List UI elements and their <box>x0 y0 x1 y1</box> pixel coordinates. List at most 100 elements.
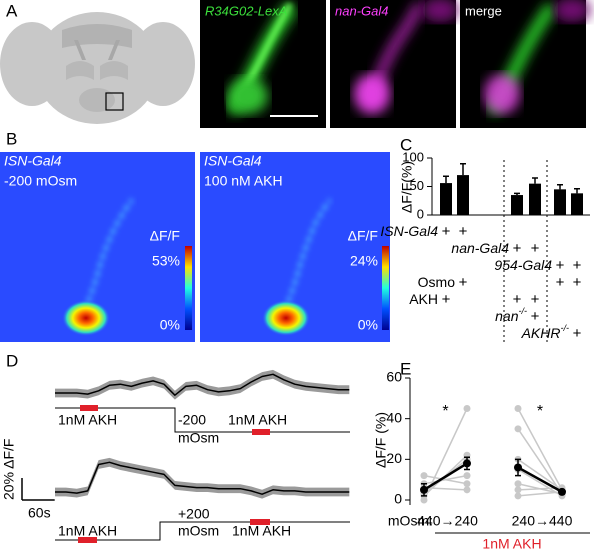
bar <box>511 195 523 215</box>
condition: 100 nM AKH <box>204 173 283 189</box>
data-point <box>514 486 522 494</box>
annotation: -200 <box>178 412 206 428</box>
scale-min: 0% <box>358 317 378 333</box>
data-point <box>514 480 522 488</box>
superscript: -/- <box>519 306 528 316</box>
micrograph-magenta <box>330 0 458 128</box>
image-label: merge <box>465 3 502 18</box>
bar <box>440 183 452 215</box>
pair-line <box>517 458 563 491</box>
data-point <box>514 405 522 412</box>
error-band <box>55 369 350 400</box>
mean-point <box>463 459 471 468</box>
condition-label: AKHR-/- <box>521 323 569 340</box>
condition-name: nan <box>495 308 519 324</box>
error-bar <box>514 192 520 196</box>
condition-name: nan-Gal4 <box>451 240 509 256</box>
condition-label: 1nM AKH <box>482 536 541 552</box>
condition-mark: + <box>573 325 582 342</box>
y-tick-label: 0 <box>394 491 402 507</box>
y-tick-label: 0 <box>417 206 424 221</box>
condition-label: nan-Gal4 <box>451 240 509 256</box>
genotype: ISN-Gal4 <box>4 153 62 169</box>
condition-mark: + <box>459 274 468 291</box>
genotype: ISN-Gal4 <box>204 153 262 169</box>
data-point <box>514 492 522 500</box>
y-tick-label: 100 <box>402 149 424 164</box>
condition-label: 954-Gal4 <box>494 257 552 273</box>
condition-name: ISN-Gal4 <box>380 223 438 239</box>
condition-label: AKH <box>409 291 438 307</box>
y-axis-label: ΔF/F(%) <box>399 161 415 213</box>
pair-line <box>423 474 468 485</box>
scale-max: 24% <box>350 253 378 269</box>
calcium-image <box>200 152 390 342</box>
error-bar <box>557 184 563 190</box>
bar <box>529 183 541 215</box>
significance: * <box>537 403 543 420</box>
error-bar <box>460 162 466 176</box>
scale-max: 53% <box>152 253 180 269</box>
y-tick-label: 60 <box>386 369 402 385</box>
data-point <box>463 472 471 480</box>
bar <box>457 175 469 215</box>
condition-mark: + <box>442 291 451 308</box>
condition-mark: + <box>573 257 582 274</box>
image-label: R34G02-LexA <box>205 3 287 18</box>
mean-line <box>423 462 468 491</box>
image-label: nan-Gal4 <box>335 3 388 18</box>
error-bar <box>532 177 538 184</box>
superscript: -/- <box>561 323 570 333</box>
condition-name: 954-Gal4 <box>494 257 552 273</box>
trace <box>55 373 350 396</box>
condition-name: AKH <box>409 291 438 307</box>
y-tick-label: 40 <box>386 409 402 425</box>
annotation: 1nM AKH <box>228 412 287 428</box>
panel-label: B <box>6 129 17 148</box>
mean-point <box>420 485 428 494</box>
micrograph-green <box>200 0 326 128</box>
panel-label: A <box>6 1 18 20</box>
significance: * <box>442 403 448 420</box>
x-tick-label: 240→440 <box>512 513 573 529</box>
pair-line <box>517 491 563 497</box>
annotation: 1nM AKH <box>58 412 117 428</box>
bar <box>571 193 583 215</box>
x-tick-label: 440→240 <box>417 513 478 529</box>
annotation: +200 <box>178 506 210 522</box>
error-band <box>55 457 350 499</box>
condition-mark: + <box>531 291 540 308</box>
condition-mark: + <box>531 308 540 325</box>
stimulus-bar <box>78 405 270 543</box>
panel-label: D <box>6 351 18 370</box>
pair-line <box>517 408 563 491</box>
trace <box>55 461 350 495</box>
error-bar <box>443 175 449 184</box>
scale-label: ΔF/F <box>150 228 180 244</box>
scale-label: ΔF/F <box>348 228 378 244</box>
condition-label: ISN-Gal4 <box>380 223 438 239</box>
bar <box>554 189 566 215</box>
y-axis-label: ΔF/F (%) <box>373 412 389 468</box>
condition-label: Osmo <box>418 274 456 290</box>
calcium-image <box>0 152 195 342</box>
pair-line <box>423 487 468 491</box>
micrograph-merge <box>460 0 590 128</box>
condition-mark: + <box>556 274 565 291</box>
condition-label: nan-/- <box>495 306 527 323</box>
scale-bar-label: 60s <box>28 505 51 521</box>
x-axis-label: mOsm: <box>388 513 433 529</box>
data-point <box>463 486 471 494</box>
condition-mark: + <box>531 240 540 257</box>
condition-mark: + <box>459 223 468 240</box>
y-tick-label: 20 <box>386 450 402 466</box>
condition-mark: + <box>442 223 451 240</box>
error-bar <box>574 188 580 194</box>
panel-label: E <box>400 359 411 378</box>
data-point <box>514 425 522 433</box>
condition-name: AKHR <box>521 325 561 341</box>
data-point <box>463 480 471 488</box>
annotation: mOsm <box>178 523 219 539</box>
scale-min: 0% <box>160 317 180 333</box>
